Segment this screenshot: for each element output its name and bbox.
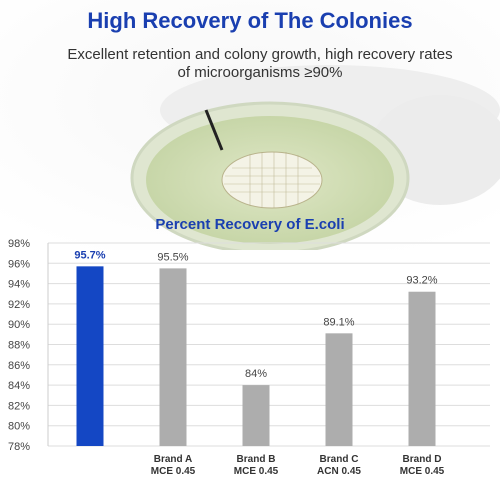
value-labels: 95.7% 95.5% 84% 89.1% 93.2%: [74, 249, 437, 380]
bar-brand-b: [242, 385, 270, 446]
bar-brand-d: [408, 291, 436, 446]
value-label: 89.1%: [323, 316, 354, 328]
bar-featured: [76, 266, 104, 446]
category-label: Brand D: [403, 454, 442, 465]
page-subtitle: Excellent retention and colony growth, h…: [67, 46, 453, 81]
bar-brand-a: [159, 268, 187, 446]
value-label: 95.7%: [74, 249, 105, 261]
category-label: ACN 0.45: [317, 466, 361, 477]
bars: [76, 266, 436, 446]
bar-brand-c: [325, 333, 353, 446]
category-label: Brand C: [320, 454, 359, 465]
y-tick-label: 84%: [8, 380, 30, 392]
chart-title: Percent Recovery of E.coli: [155, 216, 345, 233]
y-tick-label: 96%: [8, 258, 30, 270]
y-axis-ticks: 78% 80% 82% 84% 86% 88% 90% 92% 94% 96% 98%: [8, 238, 30, 453]
category-label: MCE 0.45: [234, 466, 279, 477]
value-label: 93.2%: [406, 275, 437, 287]
y-tick-label: 78%: [8, 441, 30, 453]
category-label: Brand B: [237, 454, 276, 465]
y-tick-label: 90%: [8, 319, 30, 331]
value-label: 84%: [245, 368, 267, 380]
y-tick-label: 98%: [8, 238, 30, 250]
y-tick-label: 92%: [8, 299, 30, 311]
y-tick-label: 86%: [8, 360, 30, 372]
category-label: Brand A: [154, 454, 193, 465]
y-tick-label: 82%: [8, 400, 30, 412]
category-label: MCE 0.45: [400, 466, 445, 477]
y-tick-label: 88%: [8, 340, 30, 352]
y-tick-label: 80%: [8, 421, 30, 433]
y-tick-label: 94%: [8, 279, 30, 291]
value-label: 95.5%: [157, 251, 188, 263]
category-label: MCE 0.45: [151, 466, 196, 477]
page-title: High Recovery of The Colonies: [87, 8, 413, 33]
